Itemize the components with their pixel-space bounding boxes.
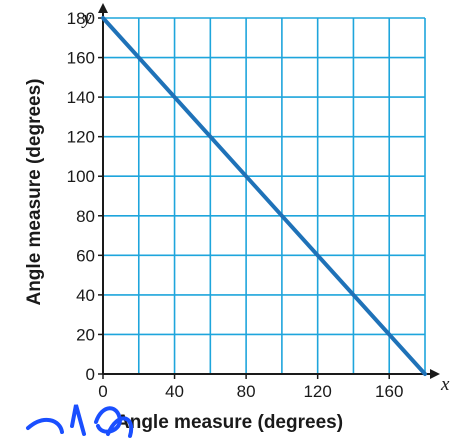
x-tick-label: 0 xyxy=(98,382,107,401)
y-tick-label: 180 xyxy=(67,9,95,28)
y-tick-label: 60 xyxy=(76,246,95,265)
x-tick-label: 40 xyxy=(165,382,184,401)
y-tick-label: 80 xyxy=(76,207,95,226)
y-tick-label: 140 xyxy=(67,88,95,107)
y-tick-label: 40 xyxy=(76,286,95,305)
y-tick-label: 160 xyxy=(67,49,95,68)
x-tick-label: 120 xyxy=(303,382,331,401)
y-tick-label: 100 xyxy=(67,167,95,186)
handwritten-annotation xyxy=(26,404,134,438)
x-axis-variable: x xyxy=(440,374,450,395)
x-axis-title: Angle measure (degrees) xyxy=(116,412,343,433)
y-tick-label: 120 xyxy=(67,128,95,147)
y-axis-title: Angle measure (degrees) xyxy=(24,78,45,305)
x-axis-arrow xyxy=(430,369,440,379)
y-axis-arrow xyxy=(98,3,108,13)
y-axis-variable: y xyxy=(81,8,92,29)
tick-labels: 0 40 80 120 160 0 20 40 60 80 100 120 140 160 180 xyxy=(67,9,404,401)
y-tick-label: 0 xyxy=(86,365,95,384)
axes xyxy=(98,3,440,379)
grid xyxy=(103,17,426,374)
x-tick-label: 160 xyxy=(375,382,403,401)
y-tick-label: 20 xyxy=(76,325,95,344)
x-tick-label: 80 xyxy=(237,382,256,401)
series-line xyxy=(101,16,427,376)
series xyxy=(101,16,427,376)
